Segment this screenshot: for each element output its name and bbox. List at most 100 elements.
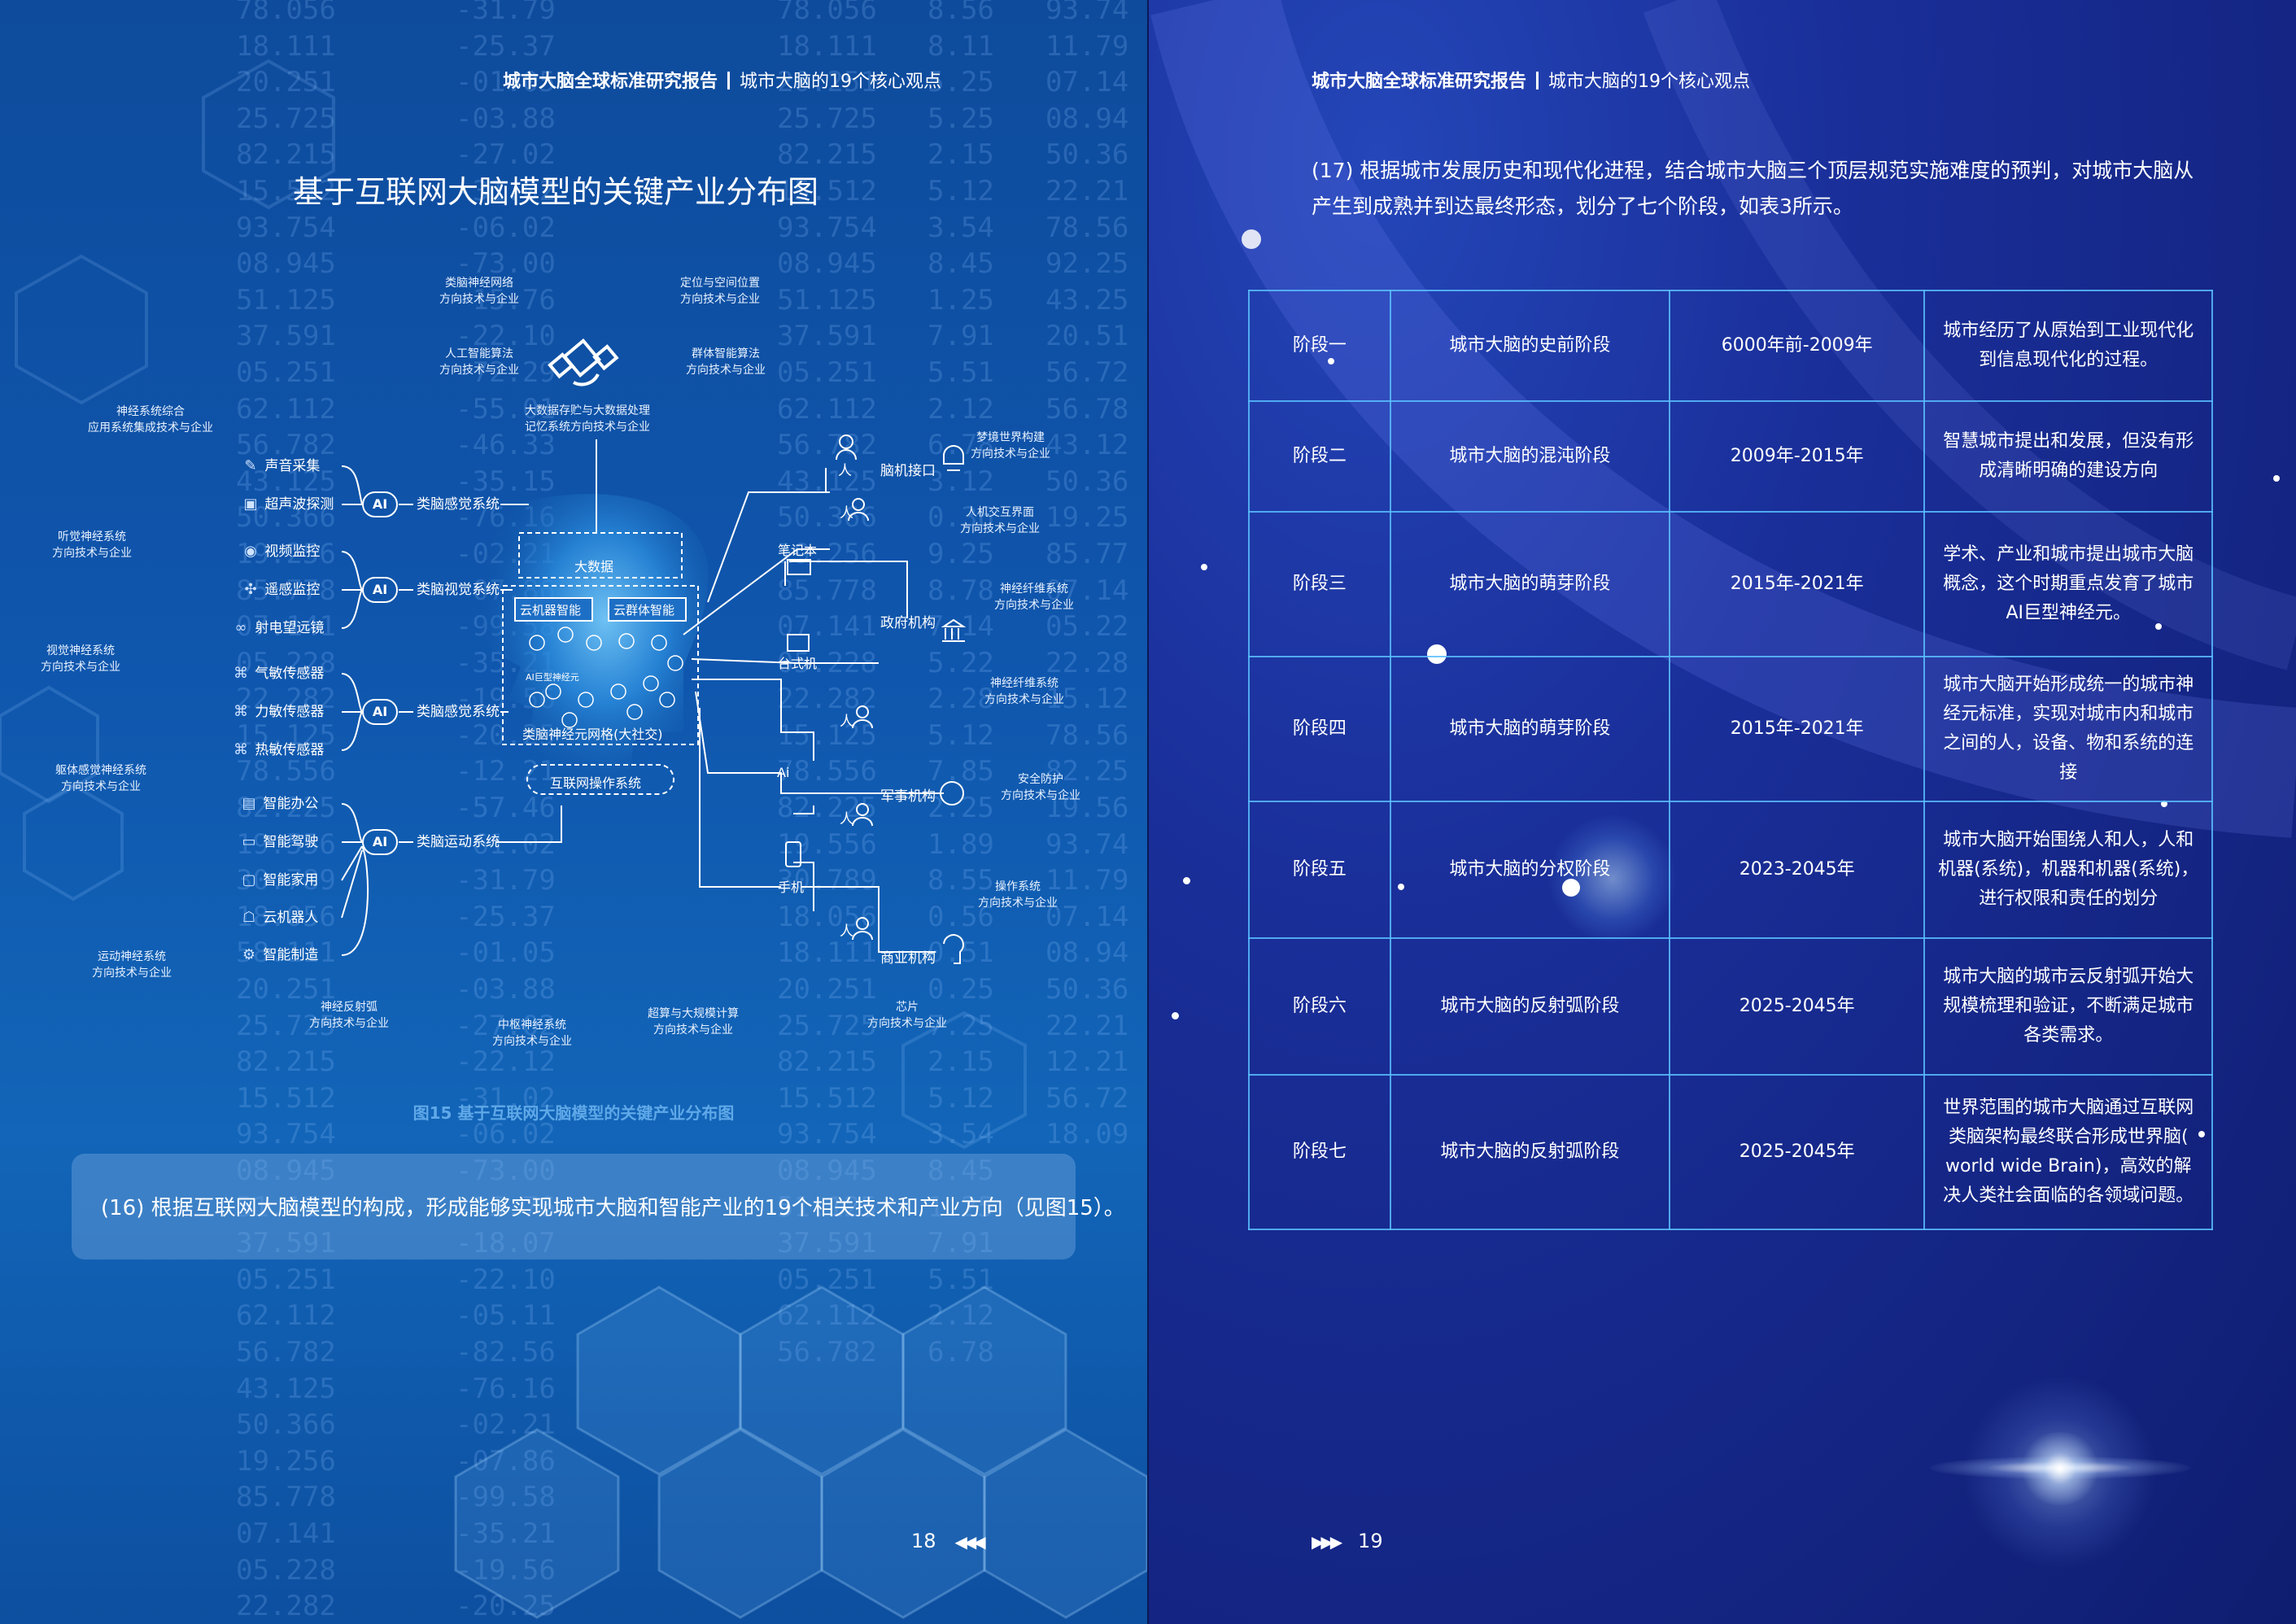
stage-period: 2025-2045年 — [1668, 937, 1926, 1076]
system-sensory-1: 类脑感觉系统 — [417, 496, 500, 513]
ai-node: AI — [362, 491, 398, 517]
label-ai-algorithm: 人工智能算法 方向技术与企业 — [439, 347, 519, 377]
satellite-icon — [548, 338, 619, 386]
system-sensory-2: 类脑感觉系统 — [417, 704, 500, 720]
label-security: 安全防护 方向技术与企业 — [1001, 773, 1080, 802]
camera-icon: ◉ — [244, 543, 257, 560]
label-somatosensory: 躯体感觉神经系统 方向技术与企业 — [55, 764, 146, 793]
item-smart-manufacturing: ⚙ 智能制造 — [239, 946, 318, 964]
government-icon — [941, 618, 967, 642]
ai-node: AI — [362, 829, 398, 855]
node-phone: 手机 — [778, 880, 805, 895]
robot-small-icon: ☖ — [242, 909, 256, 926]
node-bci: 脑机接口 — [880, 463, 936, 479]
table-row: 阶段五 城市大脑的分权阶段 2023-2045年 城市大脑开始围绕人和人，人和机… — [1248, 801, 2213, 939]
label-auditory: 听觉神经系统 方向技术与企业 — [52, 530, 132, 560]
sparkle-dot — [1172, 1012, 1179, 1019]
bg-number-column: 78.056 18.111 20.251 25.725 82.215 15.51… — [777, 0, 877, 1369]
brain-cloud-group-intelligence: 云群体智能 — [613, 603, 675, 618]
header-divider — [1536, 72, 1539, 89]
table-row: 阶段四 城市大脑的萌芽阶段 2015年-2021年 城市大脑开始形成统一的城市神… — [1248, 656, 2213, 802]
node-business: 商业机构 — [880, 950, 936, 967]
satellite-small-icon: ✣ — [244, 581, 257, 598]
item-cloud-robot: ☖ 云机器人 — [239, 909, 318, 927]
item-smart-home: ▢ 智能家用 — [239, 871, 318, 889]
ai-node: AI — [362, 577, 398, 603]
stage-name: 城市大脑的萌芽阶段 — [1389, 511, 1670, 657]
section-title: 城市大脑的19个核心观点 — [1548, 72, 1751, 92]
industry-diagram — [341, 338, 967, 964]
table-row: 阶段二 城市大脑的混沌阶段 2009年-2015年 智慧城市提出和发展，但没有形… — [1248, 400, 2213, 513]
brain-cloud-machine-intelligence: 云机器智能 — [520, 603, 582, 618]
table-row: 阶段三 城市大脑的萌芽阶段 2015年-2021年 学术、产业和城市提出城市大脑… — [1248, 511, 2213, 657]
right-page: 城市大脑全球标准研究报告 城市大脑的19个核心观点 (17) 根据城市发展历史和现… — [1149, 0, 2296, 1624]
label-swarm-algorithm: 群体智能算法 方向技术与企业 — [686, 347, 766, 377]
node-person: 人 — [840, 505, 853, 522]
label-motor: 运动神经系统 方向技术与企业 — [92, 950, 172, 980]
item-thermal-sensor: ⌘ 热敏传感器 — [231, 741, 324, 759]
label-positioning: 定位与空间位置 方向技术与企业 — [680, 277, 760, 306]
label-neural-fiber-2: 神经纤维系统 方向技术与企业 — [984, 677, 1064, 706]
callout-text: (16) 根据互联网大脑模型的构成，形成能够实现城市大脑和智能产业的19个相关技… — [101, 1196, 1125, 1220]
system-motor: 类脑运动系统 — [417, 834, 500, 850]
stage-name: 城市大脑的史前阶段 — [1389, 290, 1670, 402]
item-ultrasonic: ▣ 超声波探测 — [241, 495, 334, 513]
item-sound-capture: ✎ 声音采集 — [241, 457, 320, 475]
stage-period: 6000年前-2009年 — [1668, 290, 1926, 402]
microphone-icon: ✎ — [244, 457, 257, 474]
left-page: 78.056 18.111 20.251 25.725 82.215 15.51… — [0, 0, 1147, 1624]
stage-description: 学术、产业和城市提出城市大脑概念，这个时期重点发育了城市AI巨型神经元。 — [1923, 511, 2213, 657]
robot-icon — [943, 445, 964, 471]
node-person: 人 — [840, 923, 853, 940]
page-number-left: 18 ◀◀◀ — [911, 1530, 986, 1552]
person-icon — [836, 434, 873, 941]
label-visual: 视觉神经系统 方向技术与企业 — [41, 644, 120, 674]
binoculars-icon: ∞ — [234, 619, 247, 636]
running-header: 城市大脑全球标准研究报告 城市大脑的19个核心观点 — [1312, 67, 1750, 93]
label-neural-fiber-1: 神经纤维系统 方向技术与企业 — [994, 583, 1074, 612]
stage-name: 城市大脑的反射弧阶段 — [1389, 937, 1670, 1076]
sparkle-dot — [2273, 475, 2280, 482]
brain-neuron-grid: 类脑神经元网格(大社交) — [522, 727, 663, 742]
item-gas-sensor: ⌘ 气敏传感器 — [231, 665, 324, 683]
car-icon: ▭ — [242, 833, 256, 850]
table-row: 阶段一 城市大脑的史前阶段 6000年前-2009年 城市经历了从原始到工业现代… — [1248, 290, 2213, 402]
label-reflex-arc: 神经反射弧 方向技术与企业 — [309, 1001, 389, 1030]
hexagon-pattern — [0, 59, 1147, 1619]
sparkle-dot — [1201, 564, 1207, 570]
item-smart-driving: ▭ 智能驾驶 — [239, 833, 318, 851]
stage-period: 2009年-2015年 — [1668, 400, 1926, 513]
label-os: 操作系统 方向技术与企业 — [978, 880, 1058, 910]
stage-description: 城市大脑开始形成统一的城市神经元标准，实现对城市内和城市之间的人，设备、物和系统… — [1923, 656, 2213, 802]
stage-label: 阶段二 — [1248, 400, 1391, 513]
brain-internet-os: 互联网操作系统 — [550, 775, 642, 791]
label-big-data: 大数据存贮与大数据处理 记忆系统方向技术与企业 — [525, 404, 650, 434]
shield-icon — [940, 781, 964, 805]
sensor-icon: ⌘ — [234, 741, 248, 758]
item-video-surveillance: ◉ 视频监控 — [241, 543, 320, 561]
report-title: 城市大脑全球标准研究报告 — [503, 72, 718, 92]
item-radio-telescope: ∞ 射电望远镜 — [231, 619, 325, 637]
stage-period: 2015年-2021年 — [1668, 511, 1926, 657]
ultrasound-icon: ▣ — [243, 495, 258, 513]
stage-description: 智慧城市提出和发展，但没有形成清晰明确的建设方向 — [1923, 400, 2213, 513]
stage-description: 世界范围的城市大脑通过互联网类脑架构最终联合形成世界脑( world wide … — [1923, 1074, 2213, 1230]
stage-label: 阶段一 — [1248, 290, 1391, 402]
printer-icon: ▤ — [242, 795, 256, 812]
stage-label: 阶段七 — [1248, 1074, 1391, 1230]
label-brain-neural-network: 类脑神经网络 方向技术与企业 — [439, 277, 519, 306]
robot-arm-icon: ⚙ — [242, 946, 256, 963]
node-government: 政府机构 — [880, 615, 936, 631]
brain-ai-giant-neuron: AI巨型神经元 — [526, 672, 579, 683]
back-arrows-icon: ◀◀◀ — [954, 1532, 985, 1552]
system-visual: 类脑视觉系统 — [417, 582, 500, 598]
sparkle-dot — [1242, 229, 1261, 249]
stage-label: 阶段四 — [1248, 656, 1391, 802]
stage-name: 城市大脑的混沌阶段 — [1389, 400, 1670, 513]
label-supercomputing: 超算与大规模计算 方向技术与企业 — [648, 1007, 739, 1037]
stage-name: 城市大脑的分权阶段 — [1389, 801, 1670, 939]
node-person: 人 — [840, 714, 853, 730]
bg-number-column: 78.056 18.111 20.251 25.725 82.215 15.51… — [236, 0, 336, 1623]
callout-box: (16) 根据互联网大脑模型的构成，形成能够实现城市大脑和智能产业的19个相关技… — [72, 1154, 1125, 1259]
sensor-icon: ⌘ — [234, 665, 248, 682]
